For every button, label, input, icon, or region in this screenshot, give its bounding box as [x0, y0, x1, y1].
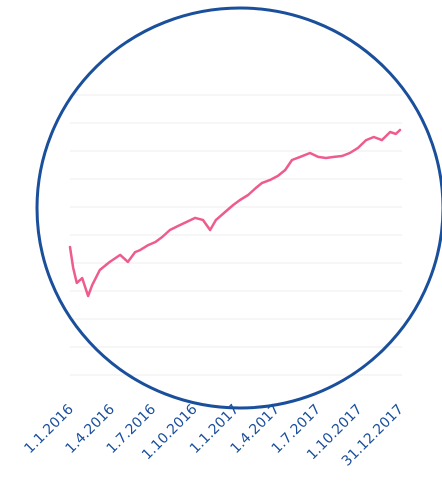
frame-circle	[35, 6, 442, 410]
x-axis: 1.1.20161.4.20161.7.20161.10.20161.1.201…	[21, 401, 406, 469]
plot-area	[68, 128, 402, 298]
grid	[70, 94, 402, 376]
data-line	[68, 128, 402, 298]
